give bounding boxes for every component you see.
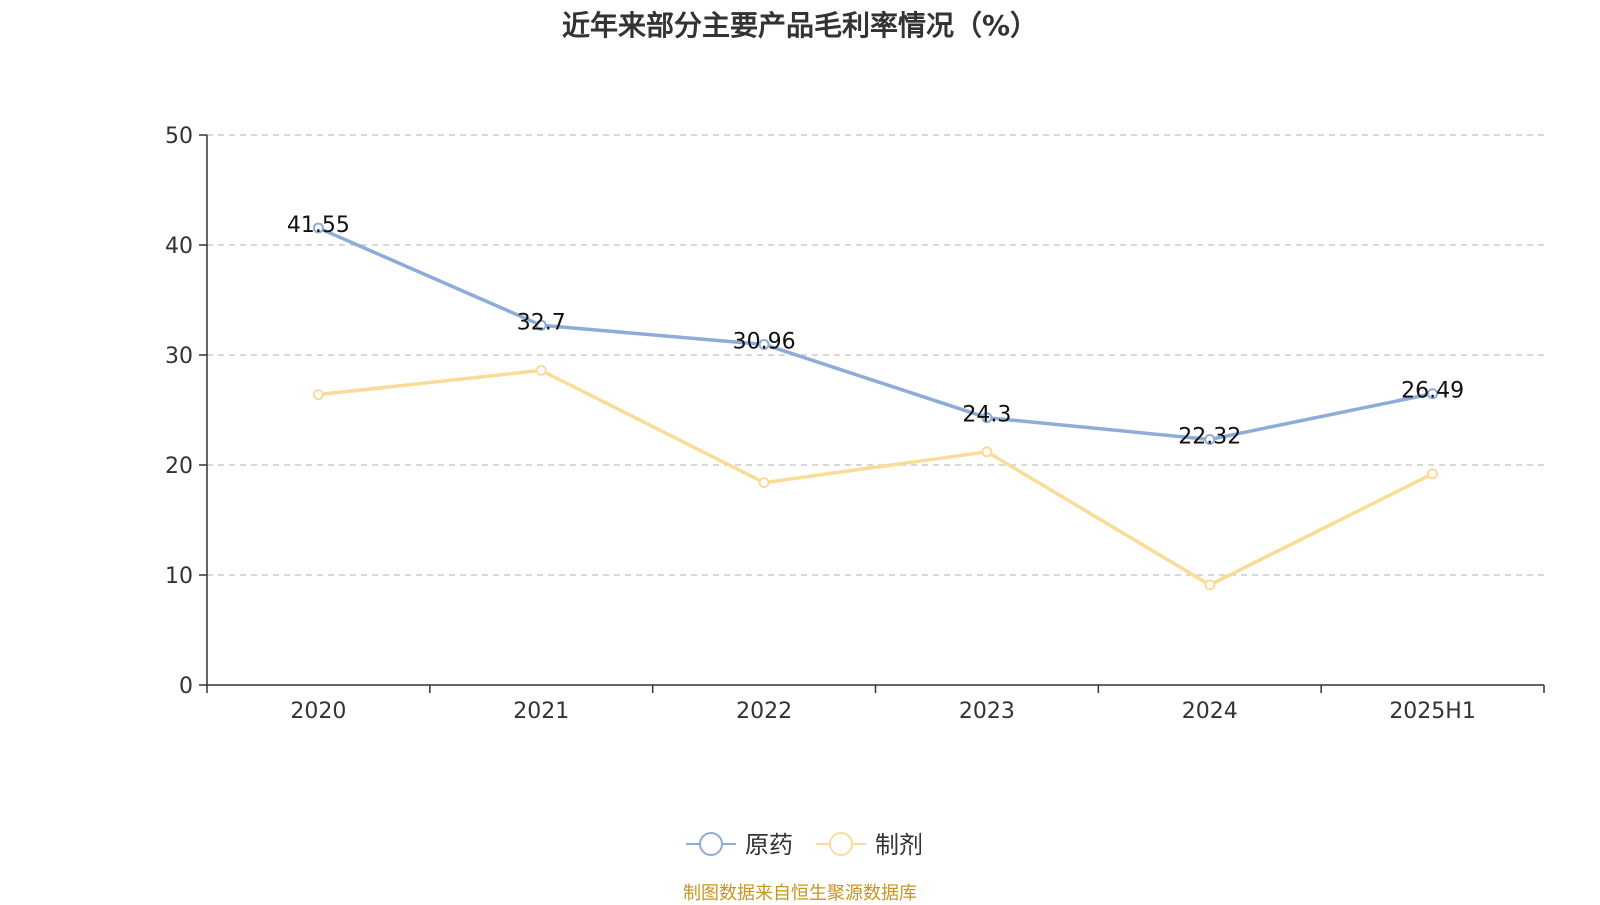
y-tick-label: 50 bbox=[165, 124, 193, 149]
y-tick-label: 10 bbox=[165, 564, 193, 589]
series-lines bbox=[312, 222, 1439, 591]
legend[interactable]: 原药 制剂 bbox=[686, 831, 923, 859]
y-tick-label: 30 bbox=[165, 344, 193, 369]
legend-swatch-marker bbox=[829, 832, 853, 856]
x-tick-label: 2024 bbox=[1182, 699, 1238, 724]
data-point[interactable] bbox=[1204, 433, 1216, 445]
data-point[interactable] bbox=[1204, 579, 1216, 591]
y-tick-label: 20 bbox=[165, 454, 193, 479]
series-line-2 bbox=[318, 368, 1434, 587]
x-tick-label: 2022 bbox=[736, 699, 792, 724]
x-tick-label: 2020 bbox=[290, 699, 346, 724]
data-point[interactable] bbox=[758, 338, 770, 350]
axes: 0 10 20 30 40 50 2020 2021 2022 2023 2024 2025H1 bbox=[165, 124, 1545, 724]
y-tick-label: 0 bbox=[179, 674, 193, 699]
data-label: 24.3 bbox=[962, 403, 1011, 428]
data-point[interactable] bbox=[981, 446, 993, 458]
data-point[interactable] bbox=[312, 222, 324, 234]
legend-label[interactable]: 原药 bbox=[745, 831, 793, 859]
x-tick-label: 2021 bbox=[513, 699, 569, 724]
data-label: 22.32 bbox=[1178, 424, 1241, 449]
data-point[interactable] bbox=[1427, 468, 1439, 480]
data-label: 30.96 bbox=[733, 329, 796, 354]
x-tick-label: 2025H1 bbox=[1389, 699, 1476, 724]
legend-label[interactable]: 制剂 bbox=[875, 831, 923, 859]
data-label: 32.7 bbox=[517, 310, 566, 335]
y-tick-label: 40 bbox=[165, 234, 193, 259]
legend-swatch-marker bbox=[699, 832, 723, 856]
data-point[interactable] bbox=[1427, 388, 1439, 400]
grid-lines bbox=[207, 134, 1544, 576]
data-point[interactable] bbox=[535, 364, 547, 376]
data-label: 41.55 bbox=[287, 213, 350, 238]
x-tick-label: 2023 bbox=[959, 699, 1015, 724]
data-label: 26.49 bbox=[1401, 379, 1464, 404]
source-note: 制图数据来自恒生聚源数据库 bbox=[683, 883, 917, 904]
data-point[interactable] bbox=[535, 319, 547, 331]
data-point[interactable] bbox=[312, 389, 324, 401]
data-labels: 41.55 32.7 30.96 24.3 22.32 26.49 bbox=[287, 213, 1464, 450]
chart-title: 近年来部分主要产品毛利率情况（%） bbox=[561, 9, 1039, 42]
data-point[interactable] bbox=[981, 412, 993, 424]
series-line-1 bbox=[317, 226, 1433, 442]
data-point[interactable] bbox=[758, 477, 770, 489]
